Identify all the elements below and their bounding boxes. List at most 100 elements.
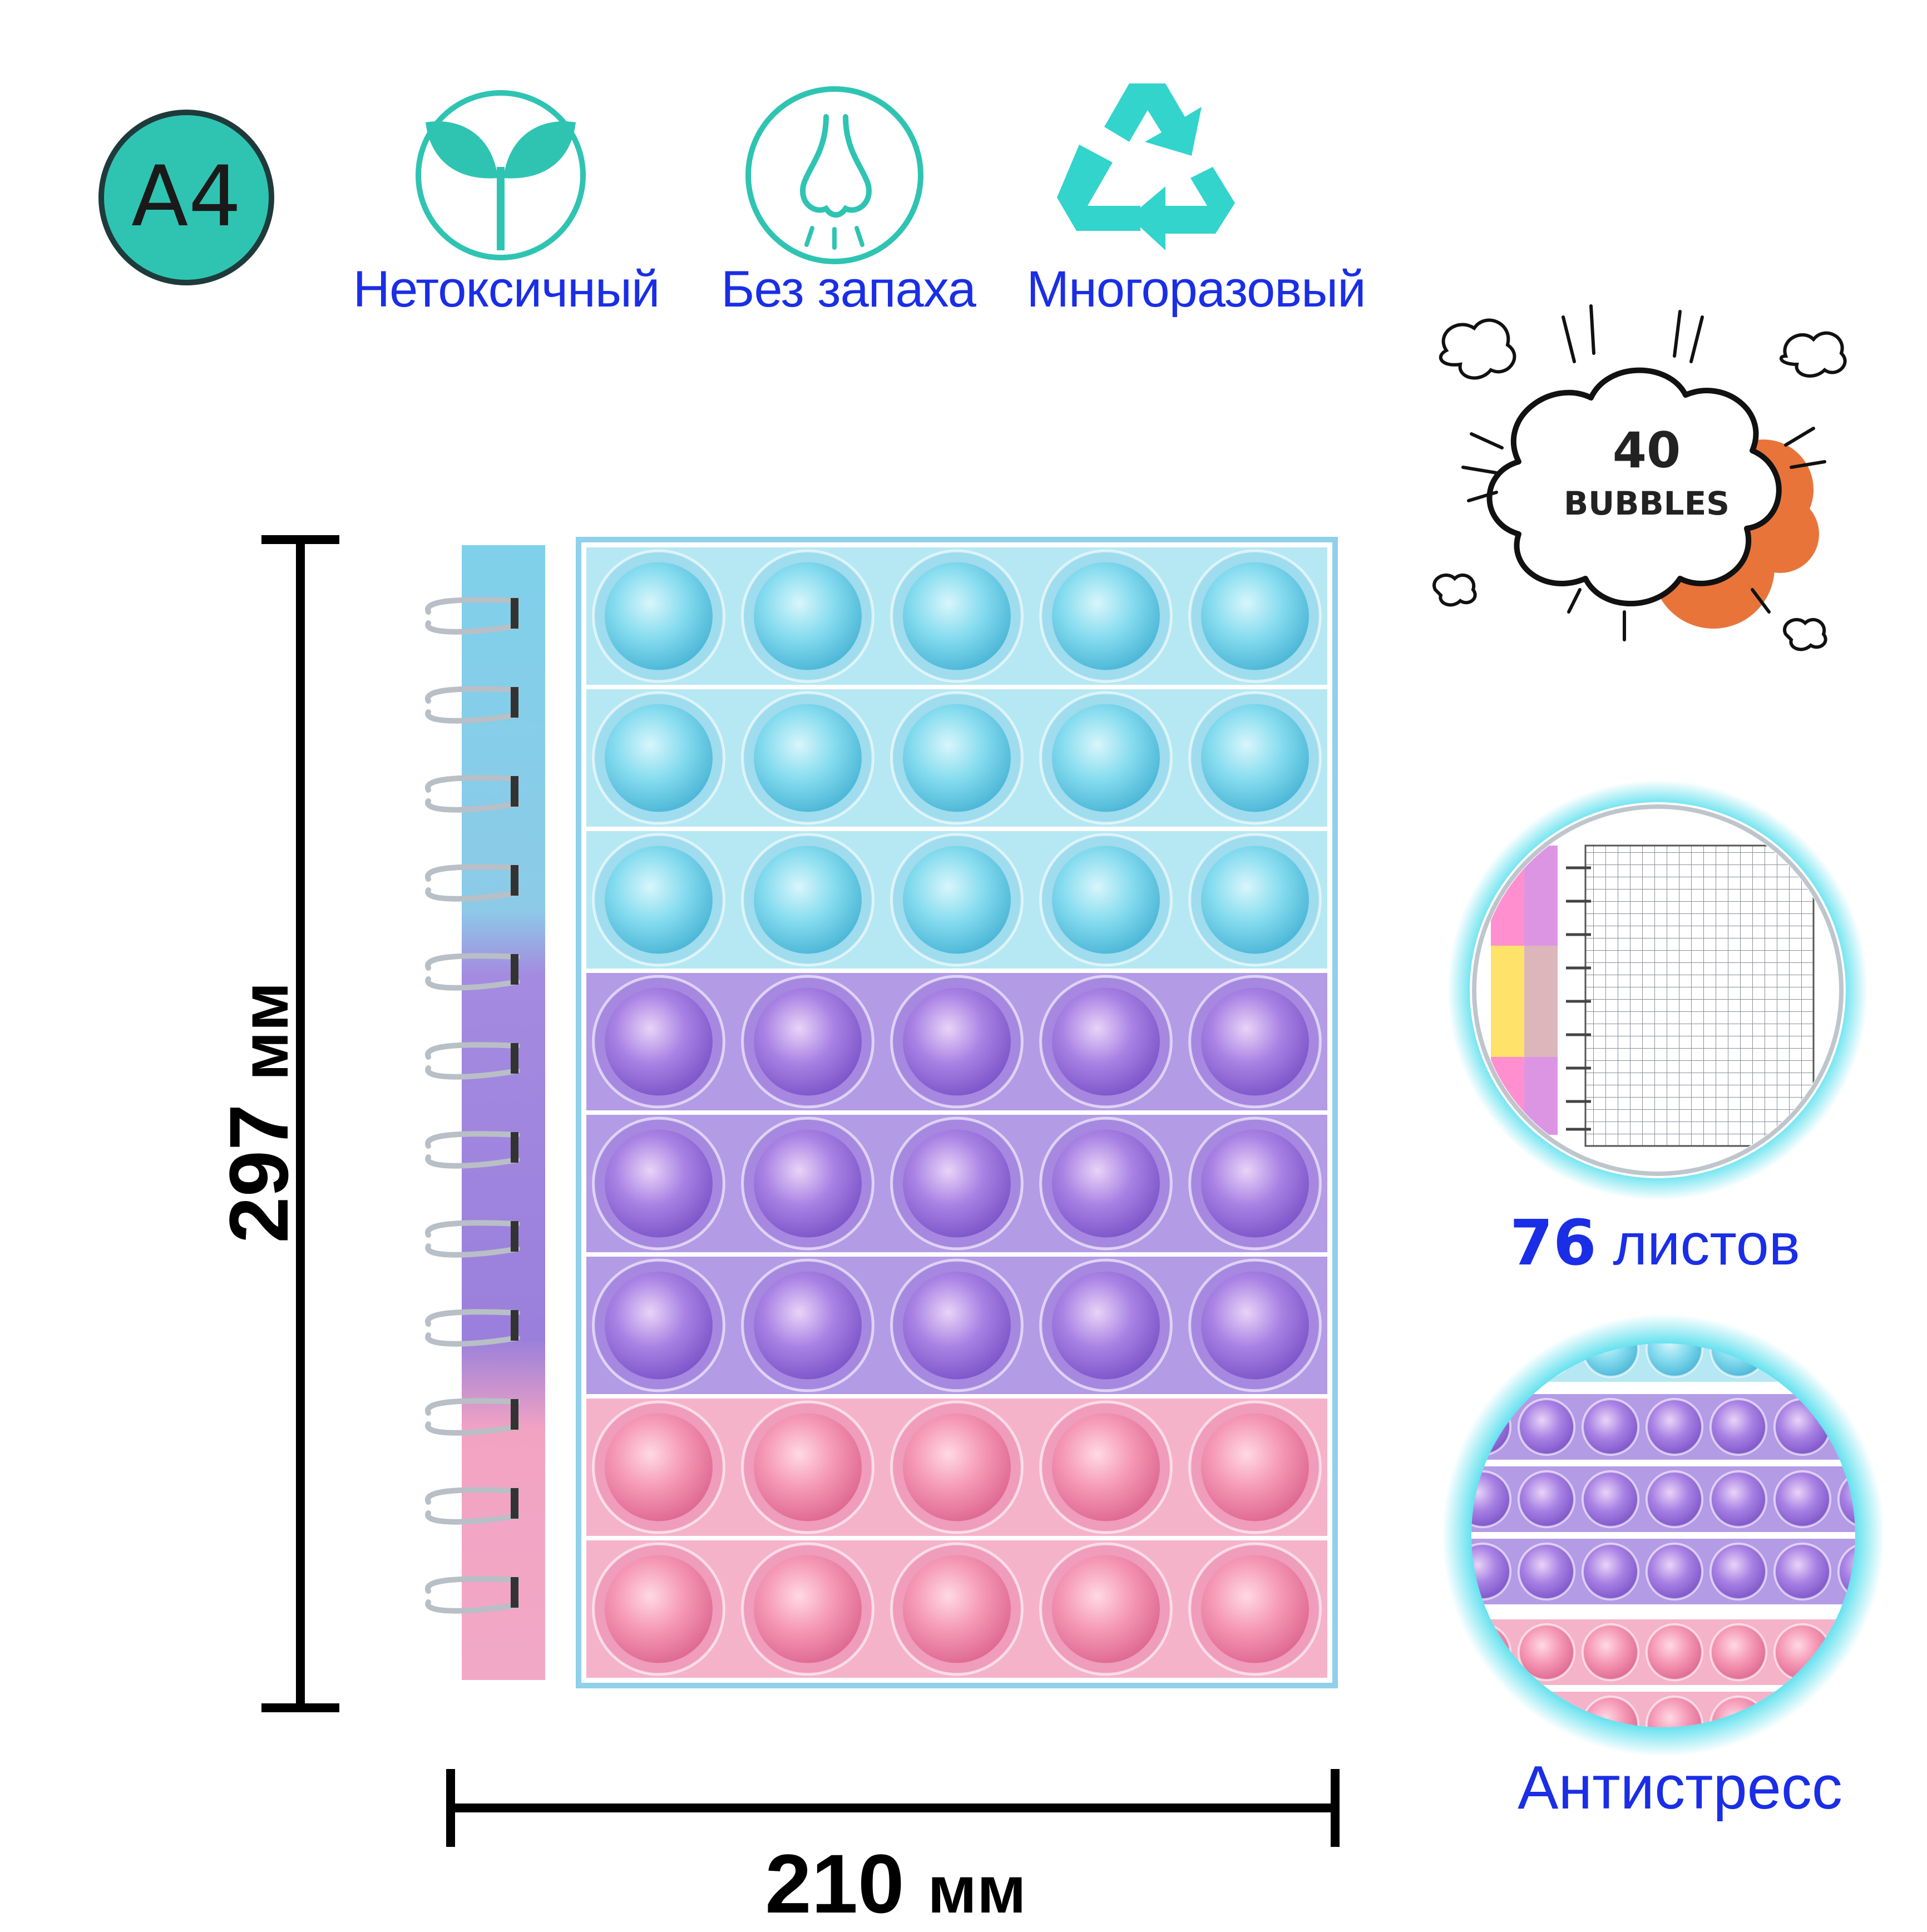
antistress-inset	[1442, 1314, 1885, 1757]
width-label: 210 мм	[765, 1836, 1026, 1932]
notebook-page-inset	[1447, 780, 1868, 1200]
bubble[interactable]	[903, 1555, 1011, 1663]
antistress-bubble	[1646, 1623, 1703, 1681]
bubble[interactable]	[1201, 1413, 1309, 1521]
bubble[interactable]	[903, 562, 1011, 670]
feature-label-reusable: Многоразовый	[1026, 261, 1366, 318]
bubble[interactable]	[754, 1271, 862, 1380]
bubble[interactable]	[1052, 1271, 1160, 1380]
width-unit: мм	[927, 1852, 1026, 1927]
bubble[interactable]	[1052, 562, 1160, 670]
spiral-ring	[425, 953, 520, 991]
bubble[interactable]	[605, 704, 713, 812]
sheets-count: 76	[1510, 1207, 1597, 1279]
antistress-bubble	[1837, 1696, 1855, 1727]
spiral-ring	[425, 1131, 520, 1169]
antistress-bubble	[1518, 1470, 1575, 1528]
bubble[interactable]	[1052, 1129, 1160, 1238]
bubble[interactable]	[1201, 1129, 1309, 1238]
antistress-bubble	[1471, 1696, 1511, 1727]
antistress-bubble	[1518, 1623, 1575, 1681]
spiral-ring	[425, 686, 520, 724]
bubble[interactable]	[605, 987, 713, 1096]
bubble[interactable]	[1052, 1555, 1160, 1663]
bubble[interactable]	[605, 1271, 713, 1380]
bubbles-word: BUBBLES	[1564, 485, 1730, 522]
feature-label-nontoxic: Нетоксичный	[353, 261, 660, 318]
height-value: 297	[212, 1104, 305, 1243]
bubble[interactable]	[754, 704, 862, 812]
bubble[interactable]	[903, 846, 1011, 954]
feature-label-odorless: Без запаха	[721, 261, 976, 318]
ring-hole	[511, 1310, 518, 1341]
bubble[interactable]	[1052, 704, 1160, 812]
nose-icon	[745, 86, 923, 264]
antistress-bubble	[1709, 1398, 1767, 1456]
bubble[interactable]	[754, 846, 862, 954]
antistress-bubble	[1709, 1543, 1767, 1600]
spiral-ring	[425, 1487, 520, 1525]
ring-hole	[511, 598, 518, 629]
bubble[interactable]	[754, 1413, 862, 1521]
bubble[interactable]	[903, 1413, 1011, 1521]
bubble[interactable]	[605, 1129, 713, 1238]
spiral-ring	[425, 1220, 520, 1258]
height-dimension-line	[261, 535, 339, 1712]
antistress-bubble	[1582, 1623, 1639, 1681]
bubble[interactable]	[754, 987, 862, 1096]
ring-hole	[511, 865, 518, 896]
ring-hole	[511, 1577, 518, 1608]
bubble[interactable]	[903, 987, 1011, 1096]
bubble[interactable]	[903, 704, 1011, 812]
bubble[interactable]	[903, 1129, 1011, 1238]
antistress-bubble	[1709, 1623, 1767, 1681]
spiral-ring	[425, 775, 520, 813]
sheets-count-label: 76 листов	[1510, 1207, 1800, 1279]
ring-hole	[511, 687, 518, 718]
height-label: 297 мм	[212, 982, 307, 1243]
bubble[interactable]	[754, 562, 862, 670]
antistress-bubble	[1582, 1398, 1639, 1456]
antistress-bubble	[1646, 1398, 1703, 1456]
spiral-ring	[425, 1576, 520, 1614]
width-value: 210	[765, 1837, 905, 1930]
ring-hole	[511, 1488, 518, 1519]
bubble[interactable]	[754, 1129, 862, 1238]
antistress-bubble	[1709, 1470, 1767, 1528]
bubble[interactable]	[754, 1555, 862, 1663]
spiral-ring	[425, 1042, 520, 1080]
antistress-bubble	[1837, 1343, 1855, 1378]
antistress-bubble	[1582, 1543, 1639, 1600]
ring-hole	[511, 954, 518, 985]
bubble[interactable]	[605, 1413, 713, 1521]
ring-hole	[511, 1043, 518, 1074]
bubble[interactable]	[1052, 987, 1160, 1096]
bubble[interactable]	[1201, 704, 1309, 812]
bubble[interactable]	[903, 1271, 1011, 1380]
antistress-bubble	[1773, 1470, 1831, 1528]
antistress-bubble	[1518, 1543, 1575, 1600]
antistress-label: Антистресс	[1518, 1753, 1842, 1822]
bubble[interactable]	[605, 1555, 713, 1663]
spiral-ring	[425, 864, 520, 902]
antistress-bubble	[1582, 1470, 1639, 1528]
antistress-bubble	[1471, 1543, 1511, 1600]
antistress-bubble	[1471, 1343, 1511, 1378]
popit-notebook	[425, 537, 1338, 1688]
bubble[interactable]	[1201, 562, 1309, 670]
ring-hole	[511, 1221, 518, 1252]
bubble[interactable]	[605, 846, 713, 954]
bubble[interactable]	[605, 562, 713, 670]
ring-hole	[511, 1132, 518, 1163]
bubble[interactable]	[1201, 987, 1309, 1096]
sheets-word: листов	[1613, 1212, 1800, 1277]
antistress-bubble	[1646, 1343, 1703, 1378]
bubble[interactable]	[1201, 1271, 1309, 1380]
antistress-bubble	[1646, 1470, 1703, 1528]
bubble[interactable]	[1201, 846, 1309, 954]
bubble[interactable]	[1201, 1555, 1309, 1663]
ring-hole	[511, 776, 518, 807]
a4-badge: A4	[98, 110, 274, 285]
bubble[interactable]	[1052, 1413, 1160, 1521]
bubble[interactable]	[1052, 846, 1160, 954]
